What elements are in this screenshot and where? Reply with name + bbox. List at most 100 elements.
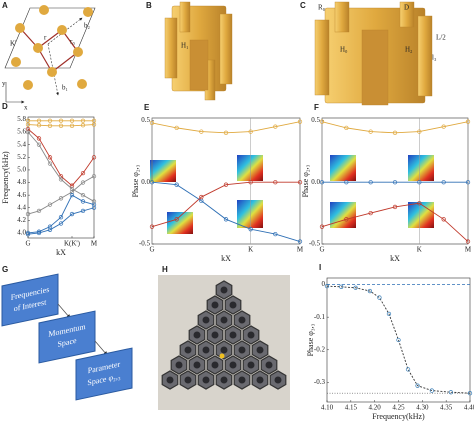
data-point <box>91 205 97 210</box>
data-point <box>80 192 86 198</box>
data-point <box>448 390 454 395</box>
y-tick-label: -0.5 <box>309 240 321 248</box>
y-tick-label: 5.6 <box>17 128 26 136</box>
data-point <box>392 180 398 185</box>
data-point <box>47 123 53 128</box>
data-point <box>58 118 64 123</box>
data-point <box>174 182 179 187</box>
y-tick-label: 4.4 <box>17 203 26 211</box>
lattice-label: x <box>24 104 28 112</box>
data-point <box>324 284 330 289</box>
data-point <box>91 174 97 179</box>
resonator-hole <box>220 316 228 324</box>
y-tick-label: 4.8 <box>17 178 26 186</box>
data-point <box>368 180 373 185</box>
y-tick-label: 4.2 <box>17 216 26 224</box>
x-axis-label: kX <box>56 248 66 257</box>
y-tick-label: 5.4 <box>17 140 26 148</box>
data-point <box>368 210 373 216</box>
data-point <box>223 130 229 135</box>
data-point <box>441 124 446 129</box>
data-point <box>58 177 64 182</box>
data-point <box>344 125 349 131</box>
resonator-hole <box>238 346 246 354</box>
y-tick-label: -0.2 <box>314 345 326 353</box>
series-line <box>27 131 95 202</box>
y-axis-label: Phase φ₂,₃ <box>301 164 310 197</box>
data-point <box>339 284 344 289</box>
data-point <box>273 180 278 185</box>
data-point <box>36 136 42 141</box>
y-tick-label: 0.0 <box>141 178 150 186</box>
data-point <box>248 227 253 232</box>
data-point <box>69 186 75 191</box>
series-line <box>151 181 300 228</box>
x-tick-label: M <box>465 246 472 254</box>
data-point <box>25 122 31 127</box>
data-point <box>417 180 422 185</box>
resonator-hole <box>193 361 201 369</box>
y-axis-label: Phase φ₂,₃ <box>131 164 140 197</box>
data-point <box>467 391 473 396</box>
data-point <box>319 224 325 229</box>
x-tick-label: 4.20 <box>369 404 382 412</box>
panel-label: G <box>2 265 8 274</box>
data-point <box>80 170 86 176</box>
data-point <box>405 367 411 372</box>
panel-label: A <box>2 1 8 10</box>
panel-label: E <box>144 103 150 112</box>
resonator-hole <box>211 361 219 369</box>
data-point <box>297 119 303 124</box>
data-point <box>273 124 278 129</box>
data-point <box>199 129 204 134</box>
data-point <box>392 204 398 210</box>
data-point <box>80 180 86 185</box>
data-point <box>465 119 471 124</box>
data-point <box>47 118 53 123</box>
atoms <box>11 5 93 90</box>
data-point <box>58 123 64 128</box>
data-point <box>344 180 349 185</box>
resonator-hole <box>184 346 192 354</box>
resonator-hole <box>229 301 237 309</box>
y-tick-label: 0.5 <box>141 116 150 124</box>
x-tick-label: 4.10 <box>321 404 334 412</box>
series-line <box>151 181 301 242</box>
resonator-hole <box>238 316 246 324</box>
data-point <box>80 208 86 214</box>
data-point <box>297 239 303 244</box>
data-point <box>69 118 75 123</box>
x-tick-label: K <box>417 246 422 254</box>
resonator-hole <box>265 361 273 369</box>
y-tick-label: 4.6 <box>17 191 26 199</box>
y-tick-label: 5.2 <box>17 153 26 161</box>
flow-arrow <box>57 303 71 319</box>
data-point <box>392 130 398 135</box>
data-point <box>47 224 53 229</box>
lattice-label: b₁ <box>62 84 68 92</box>
data-point <box>25 126 31 132</box>
data-point <box>415 383 420 388</box>
data-point <box>273 231 278 237</box>
data-point <box>36 123 42 128</box>
data-point <box>47 161 53 166</box>
series-line <box>321 121 469 134</box>
sample <box>161 280 287 390</box>
resonator-hole <box>247 361 255 369</box>
x-tick-label: K(K') <box>64 240 81 248</box>
data-point <box>429 388 435 393</box>
resonator-hole <box>184 376 192 384</box>
resonator-hole <box>229 331 237 339</box>
data-point <box>174 125 179 131</box>
panel-label: I <box>319 263 321 272</box>
data-point <box>386 311 392 317</box>
resonator-hole <box>220 346 228 354</box>
x-tick-label: 4.25 <box>392 404 405 412</box>
data-point <box>377 295 382 300</box>
data-point <box>91 202 97 207</box>
flow-box <box>75 347 133 401</box>
resonator-hole <box>256 376 264 384</box>
